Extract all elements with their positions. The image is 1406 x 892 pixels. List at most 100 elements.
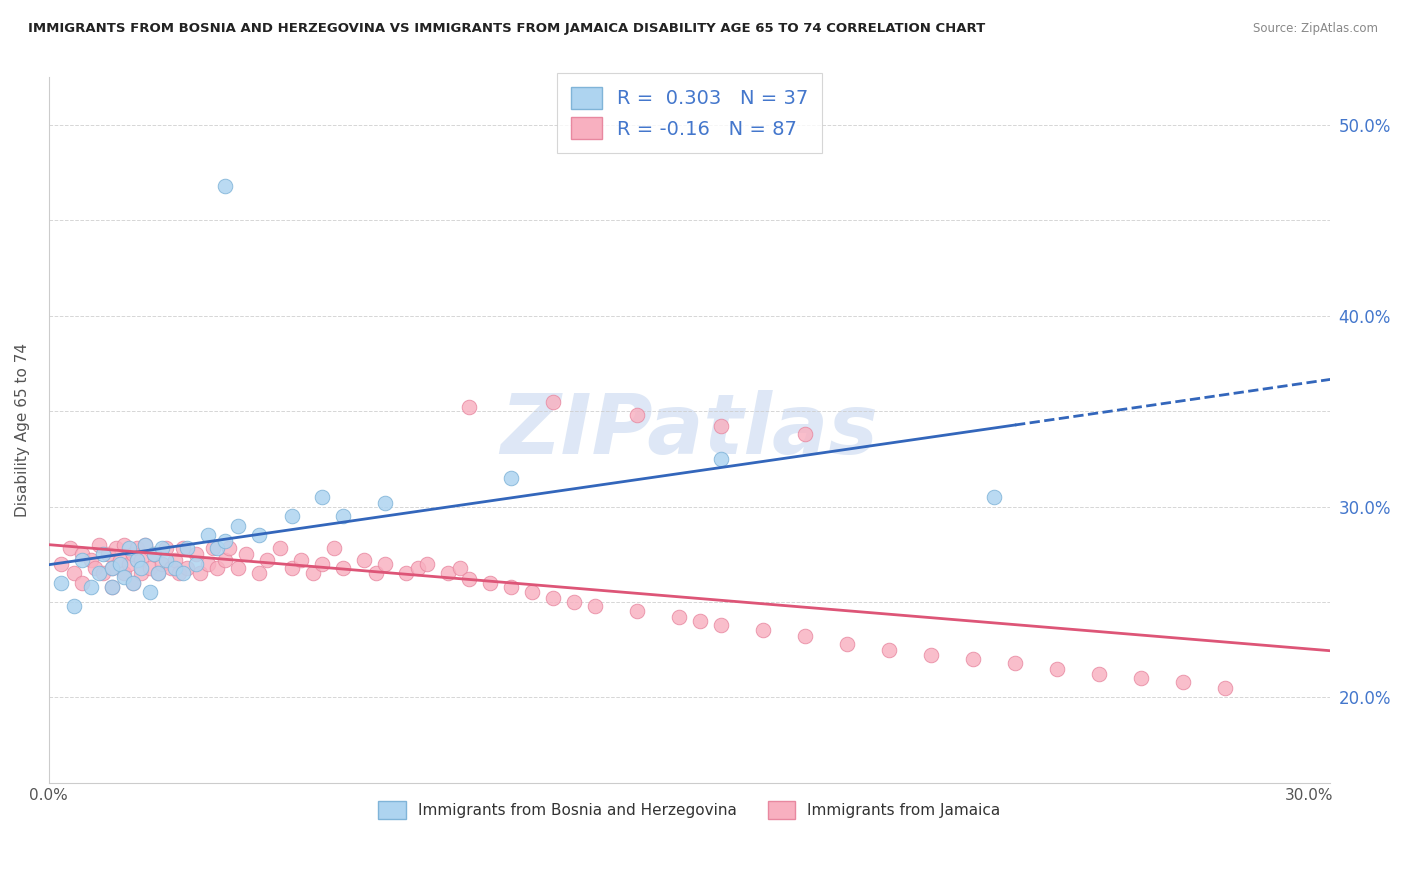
- Point: [84, 560, 107, 574]
- Point: [583, 599, 606, 613]
- Point: [172, 541, 194, 556]
- Point: [281, 509, 304, 524]
- Point: [100, 560, 122, 574]
- Point: [332, 560, 354, 574]
- Point: [100, 580, 122, 594]
- Point: [117, 541, 139, 556]
- Point: [416, 557, 439, 571]
- Point: [184, 547, 207, 561]
- Point: [1046, 662, 1069, 676]
- Point: [129, 553, 152, 567]
- Point: [134, 538, 156, 552]
- Point: [794, 629, 817, 643]
- Point: [112, 538, 135, 552]
- Point: [138, 560, 160, 574]
- Point: [100, 560, 122, 574]
- Point: [218, 541, 240, 556]
- Point: [374, 557, 396, 571]
- Point: [63, 599, 86, 613]
- Point: [121, 575, 143, 590]
- Point: [332, 509, 354, 524]
- Point: [794, 427, 817, 442]
- Point: [176, 541, 198, 556]
- Point: [457, 572, 479, 586]
- Point: [150, 557, 173, 571]
- Point: [226, 518, 249, 533]
- Point: [962, 652, 984, 666]
- Point: [108, 557, 131, 571]
- Point: [155, 553, 177, 567]
- Point: [93, 566, 115, 581]
- Point: [163, 553, 186, 567]
- Point: [1004, 656, 1026, 670]
- Point: [108, 553, 131, 567]
- Point: [710, 617, 733, 632]
- Point: [129, 560, 152, 574]
- Point: [138, 585, 160, 599]
- Point: [146, 566, 169, 581]
- Point: [59, 541, 82, 556]
- Point: [450, 560, 472, 574]
- Point: [125, 553, 148, 567]
- Point: [214, 533, 236, 548]
- Point: [247, 566, 270, 581]
- Point: [1088, 667, 1111, 681]
- Point: [146, 566, 169, 581]
- Point: [541, 394, 564, 409]
- Point: [134, 538, 156, 552]
- Point: [197, 528, 219, 542]
- Point: [323, 541, 346, 556]
- Point: [104, 541, 127, 556]
- Point: [983, 490, 1005, 504]
- Point: [51, 557, 73, 571]
- Point: [93, 547, 115, 561]
- Point: [290, 553, 312, 567]
- Point: [121, 575, 143, 590]
- Point: [457, 401, 479, 415]
- Point: [269, 541, 291, 556]
- Text: Source: ZipAtlas.com: Source: ZipAtlas.com: [1253, 22, 1378, 36]
- Point: [197, 557, 219, 571]
- Point: [562, 595, 585, 609]
- Point: [877, 642, 900, 657]
- Point: [155, 541, 177, 556]
- Text: IMMIGRANTS FROM BOSNIA AND HERZEGOVINA VS IMMIGRANTS FROM JAMAICA DISABILITY AGE: IMMIGRANTS FROM BOSNIA AND HERZEGOVINA V…: [28, 22, 986, 36]
- Point: [835, 637, 858, 651]
- Point: [374, 496, 396, 510]
- Point: [205, 541, 228, 556]
- Point: [353, 553, 375, 567]
- Point: [214, 179, 236, 194]
- Point: [100, 580, 122, 594]
- Point: [752, 624, 775, 638]
- Point: [668, 610, 690, 624]
- Point: [541, 591, 564, 605]
- Point: [163, 560, 186, 574]
- Point: [72, 553, 94, 567]
- Point: [125, 541, 148, 556]
- Point: [311, 490, 333, 504]
- Point: [112, 570, 135, 584]
- Point: [51, 575, 73, 590]
- Point: [302, 566, 325, 581]
- Point: [311, 557, 333, 571]
- Point: [205, 560, 228, 574]
- Point: [689, 614, 711, 628]
- Point: [167, 566, 190, 581]
- Point: [408, 560, 430, 574]
- Point: [281, 560, 304, 574]
- Point: [366, 566, 388, 581]
- Point: [89, 566, 111, 581]
- Point: [395, 566, 418, 581]
- Point: [117, 557, 139, 571]
- Point: [247, 528, 270, 542]
- Point: [112, 566, 135, 581]
- Point: [142, 547, 165, 561]
- Point: [920, 648, 942, 663]
- Point: [97, 547, 120, 561]
- Point: [437, 566, 460, 581]
- Point: [89, 538, 111, 552]
- Point: [80, 580, 103, 594]
- Text: ZIPatlas: ZIPatlas: [501, 390, 879, 471]
- Point: [1130, 671, 1153, 685]
- Point: [201, 541, 224, 556]
